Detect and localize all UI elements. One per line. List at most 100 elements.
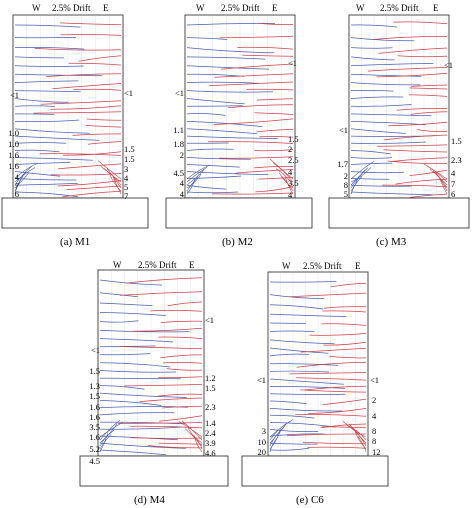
crack-label: 20 (258, 447, 267, 457)
crack-line (269, 442, 318, 445)
east-label: E (103, 3, 109, 13)
crack-label: <1 (175, 88, 184, 98)
crack-line (300, 347, 367, 353)
east-label: E (433, 3, 439, 13)
crack-label: 7 (124, 191, 128, 201)
crack-line (14, 162, 39, 180)
crack-line (14, 119, 80, 123)
crack-line (330, 282, 367, 288)
crack-line (52, 83, 122, 90)
crack-line (435, 172, 448, 192)
crack-line (296, 377, 367, 381)
crack-line (237, 46, 294, 50)
crack-label: 1.3 (89, 381, 100, 391)
crack-line (14, 157, 93, 161)
east-label: E (189, 260, 195, 270)
crack-label: 2 (344, 171, 348, 181)
crack-line (186, 191, 239, 194)
east-label: E (355, 261, 361, 271)
crack-line (235, 169, 294, 174)
crack-line (160, 354, 203, 359)
crack-line (186, 128, 257, 135)
crack-line (50, 105, 122, 110)
crack-line (269, 313, 347, 317)
crack-label: 4 (288, 190, 293, 200)
crack-label: 4 (124, 173, 129, 183)
crack-line (85, 125, 122, 128)
crack-line (269, 378, 344, 385)
crack-line (14, 90, 81, 93)
crack-line (220, 63, 294, 70)
crack-line (350, 82, 421, 86)
crack-line (62, 190, 122, 198)
crack-line (106, 168, 122, 189)
crack-line (212, 192, 294, 195)
crack-label: 4 (180, 189, 185, 199)
crack-line (269, 386, 346, 389)
crack-line (99, 329, 190, 333)
crack-line (269, 304, 324, 310)
crack-line (396, 108, 448, 111)
crack-line (357, 436, 367, 453)
crack-line (269, 339, 335, 345)
crack-line (350, 161, 375, 180)
crack-line (99, 419, 121, 441)
crack-line (269, 393, 346, 395)
crack-line (269, 363, 339, 366)
drift-label: 2.5% Drift (138, 260, 177, 270)
crack-line (393, 21, 448, 25)
west-label: W (32, 3, 41, 13)
crack-label: 1.5 (124, 144, 135, 154)
crack-label: 2.5 (288, 155, 299, 165)
crack-line (309, 333, 367, 336)
crack-line (321, 323, 367, 326)
crack-line (99, 353, 151, 356)
crack-line (99, 320, 139, 323)
foundation-block (1, 197, 149, 229)
crack-label: <1 (124, 88, 133, 98)
left-crack-labels: <1 1.1 1.8 2 4.5 4 4 (173, 88, 184, 199)
crack-line (350, 89, 394, 92)
crack-line (167, 301, 203, 307)
crack-line (259, 136, 294, 138)
crack-line (320, 423, 367, 429)
crack-label: 4 (15, 172, 20, 182)
crack-line (186, 173, 202, 189)
crack-lines (186, 16, 294, 197)
crack-line (109, 174, 122, 192)
crack-line (99, 400, 162, 406)
crack-line (322, 310, 367, 313)
crack-line (269, 347, 329, 354)
crack-line (350, 37, 415, 42)
crack-line (407, 193, 448, 199)
crack-line (367, 67, 448, 72)
crack-line (242, 54, 294, 57)
crack-line (99, 385, 145, 390)
crack-line (14, 165, 33, 186)
crack-line (209, 81, 294, 86)
crack-line (99, 421, 186, 425)
right-crack-labels: <1 2 4 8 8 12 (370, 375, 381, 457)
crack-line (14, 73, 103, 77)
drift-label: 2.5% Drift (303, 261, 342, 271)
right-crack-labels: <1 1.5 2 2.5 4 3.5 4 (288, 58, 299, 200)
crack-line (397, 55, 448, 58)
crack-line (254, 149, 294, 152)
crack-label: <1 (339, 125, 348, 135)
crack-line (186, 90, 274, 93)
crack-line (186, 166, 208, 183)
crack-line (73, 88, 122, 91)
crack-line (350, 24, 398, 28)
crack-line (284, 176, 294, 195)
crack-line (112, 176, 122, 195)
crack-line (99, 338, 174, 343)
crack-line (254, 165, 294, 169)
crack-label: 4 (180, 178, 185, 188)
crack-label: 6 (15, 189, 19, 199)
crack-line (269, 419, 294, 438)
crack-label: 7 (451, 179, 455, 189)
crack-line (34, 48, 122, 51)
crack-line (14, 183, 78, 186)
drift-label: 2.5% Drift (221, 3, 260, 13)
crack-line (158, 376, 203, 379)
